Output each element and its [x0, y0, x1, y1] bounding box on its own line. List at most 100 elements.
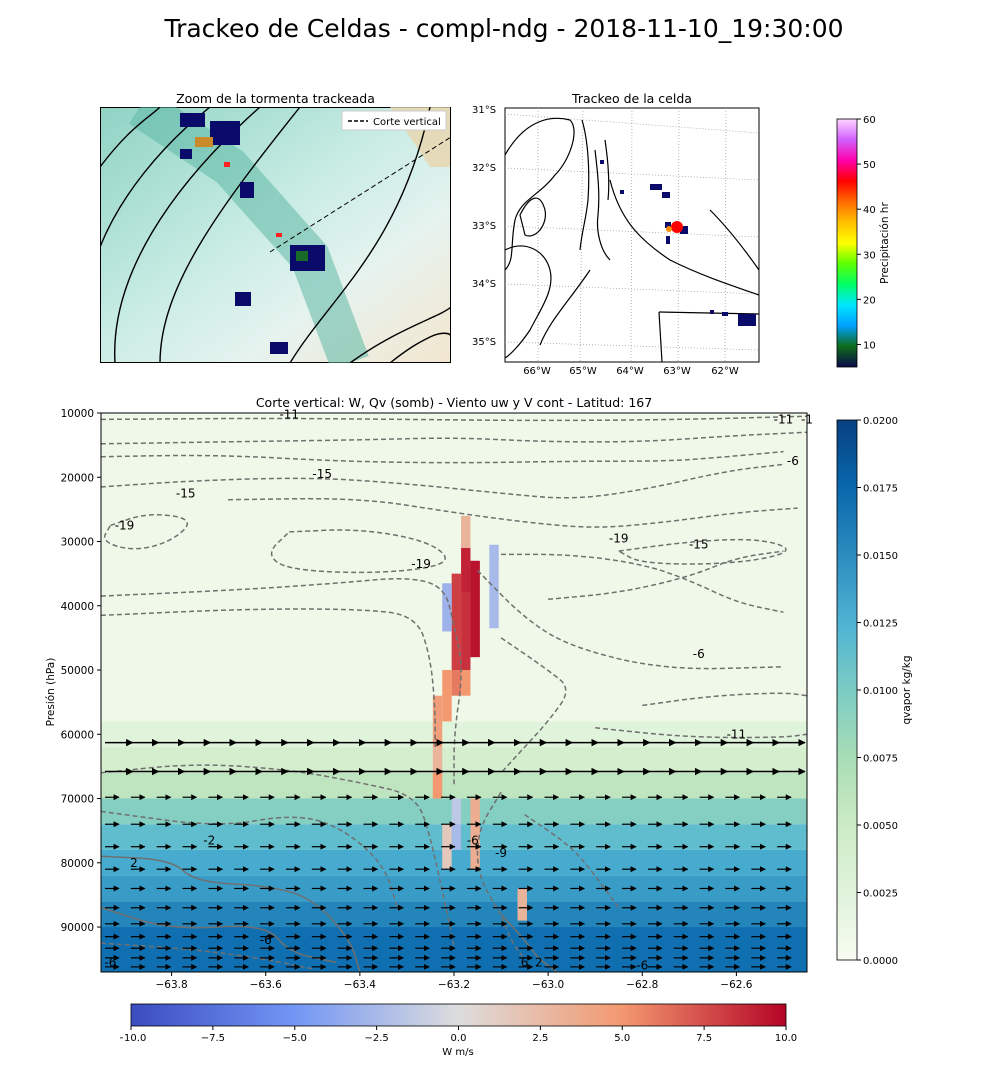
x-tick-label: −63.8 [156, 979, 188, 991]
w-cell [451, 573, 462, 671]
track-lon-label: 66°W [523, 366, 551, 377]
contour-label: -15 [689, 538, 709, 552]
precip-colorbar-tick-label: 30 [863, 250, 876, 261]
precip-colorbar-tick-label: 60 [863, 115, 876, 126]
w-colorbar-label: W m/s [442, 1047, 473, 1058]
contour-label: -11 [279, 407, 299, 421]
contour-label: -19 [115, 518, 135, 532]
temperature-contour [100, 450, 784, 464]
temperature-contour [100, 463, 784, 499]
track-terrain [504, 117, 760, 363]
temperature-contour [476, 569, 784, 670]
qv-colorbar-tick-label: 0.0150 [863, 551, 898, 562]
contour-label: 2 [535, 955, 543, 969]
temperature-contour [270, 529, 446, 574]
qv-colorbar-tick-label: 0.0125 [863, 619, 898, 630]
track-lon-label: 63°W [663, 366, 691, 377]
track-precip-cells [600, 160, 756, 326]
w-colorbar-body [130, 1003, 787, 1027]
qv-colorbar-tick-label: 0.0000 [863, 956, 898, 967]
w-colorbar-tick-label: 2.5 [532, 1033, 548, 1044]
w-colorbar-tick-label: −10.0 [120, 1033, 146, 1044]
w-colorbar-tick-label: 5.0 [614, 1033, 630, 1044]
qvapor-layer [101, 849, 807, 876]
qvapor-layer [101, 901, 807, 928]
y-tick-label: 60000 [61, 729, 94, 741]
temperature-contour [100, 608, 436, 748]
precip-colorbar-tick-label: 50 [863, 160, 876, 171]
y-tick-label: 90000 [61, 922, 94, 934]
temperature-contour [100, 810, 399, 908]
zoom-vertical-cut-line [269, 136, 451, 253]
w-cell [461, 515, 471, 548]
w-cell [442, 670, 452, 722]
qvapor-layer [101, 772, 807, 799]
qv-colorbar-tick-label: 0.0175 [863, 484, 898, 495]
w-cell [461, 547, 471, 593]
contour-label: -15 [312, 467, 332, 481]
y-tick-label: 30000 [61, 537, 94, 549]
qv-colorbar-tick-label: 0.0200 [863, 416, 898, 427]
contour-label: -15 [176, 486, 196, 500]
temperature-contour [500, 913, 558, 973]
contour-label: -6 [104, 955, 116, 969]
contour-label: -19 [411, 557, 431, 571]
w-cell [489, 544, 499, 629]
qv-colorbar-tick-label: 0.0100 [863, 686, 898, 697]
temperature-contour [100, 764, 455, 947]
w-cell [517, 888, 527, 921]
temperature-contour [595, 727, 808, 739]
precip-colorbar-tick-label: 10 [863, 340, 876, 351]
temperature-contour [476, 791, 526, 960]
qv-colorbar-label: qvapor kg/kg [901, 655, 913, 724]
x-tick-label: −63.4 [344, 979, 376, 991]
temperature-contour [100, 431, 808, 445]
track-lat-label: 35°S [472, 337, 496, 348]
temperature-contour [642, 692, 808, 707]
temperature-contour [103, 514, 188, 550]
track-lat-label: 33°S [472, 221, 496, 232]
w-cell [451, 824, 462, 850]
w-colorbar-tick-label: −7.5 [201, 1033, 225, 1044]
track-lat-label: 34°S [472, 279, 496, 290]
track-panel-title: Trackeo de la celda [572, 91, 692, 106]
temperature-contour [548, 550, 784, 601]
w-cell [432, 695, 443, 748]
contour-label: -6 [787, 454, 799, 468]
contour-label: 6 [521, 955, 529, 969]
x-tick-label: −62.8 [626, 979, 658, 991]
contour-label: -6 [693, 647, 705, 661]
x-tick-label: −63.6 [250, 979, 282, 991]
section-title: Corte vertical: W, Qv (somb) - Viento uw… [255, 395, 653, 410]
precip-colorbar-tick-label: 20 [863, 295, 876, 306]
w-cell [461, 592, 471, 671]
zoom-storm-band [128, 107, 369, 363]
temperature-contour [100, 855, 361, 973]
qv-colorbar-tick-label: 0.0025 [863, 889, 898, 900]
qv-colorbar-body [836, 419, 858, 961]
w-cell [432, 747, 443, 773]
track-cell-marker [671, 221, 683, 233]
contour-label: -19 [609, 531, 629, 545]
qv-colorbar-tick-label: 0.0050 [863, 821, 898, 832]
contour-label: -6 [467, 833, 479, 847]
y-tick-label: 20000 [61, 472, 94, 484]
y-tick-label: 40000 [61, 601, 94, 613]
contour-label: -11 [727, 727, 747, 741]
qv-colorbar: 0.0000 0.0025 0.0050 0.0075 0.0100 0.0125 0.01… [836, 416, 913, 967]
zoom-legend: Corte vertical [341, 110, 447, 131]
y-axis-label: Presión (hPa) [45, 658, 57, 727]
contour-label: 2 [130, 856, 138, 870]
contour-label: -2 [203, 833, 215, 847]
y-tick-label: 70000 [61, 794, 94, 806]
w-colorbar-tick-label: 10.0 [775, 1033, 797, 1044]
precip-colorbar-label: Precipitación hr [879, 202, 891, 284]
track-lon-label: 62°W [711, 366, 739, 377]
temperature-contour [618, 538, 787, 565]
track-cell-marker-prev [666, 226, 672, 232]
w-colorbar-tick-label: −2.5 [364, 1033, 388, 1044]
w-cell [461, 670, 471, 696]
x-tick-label: −63.0 [532, 979, 564, 991]
precip-colorbar: 10 20 30 40 50 60 Precipitación hr [836, 115, 891, 368]
w-cell [470, 798, 480, 870]
